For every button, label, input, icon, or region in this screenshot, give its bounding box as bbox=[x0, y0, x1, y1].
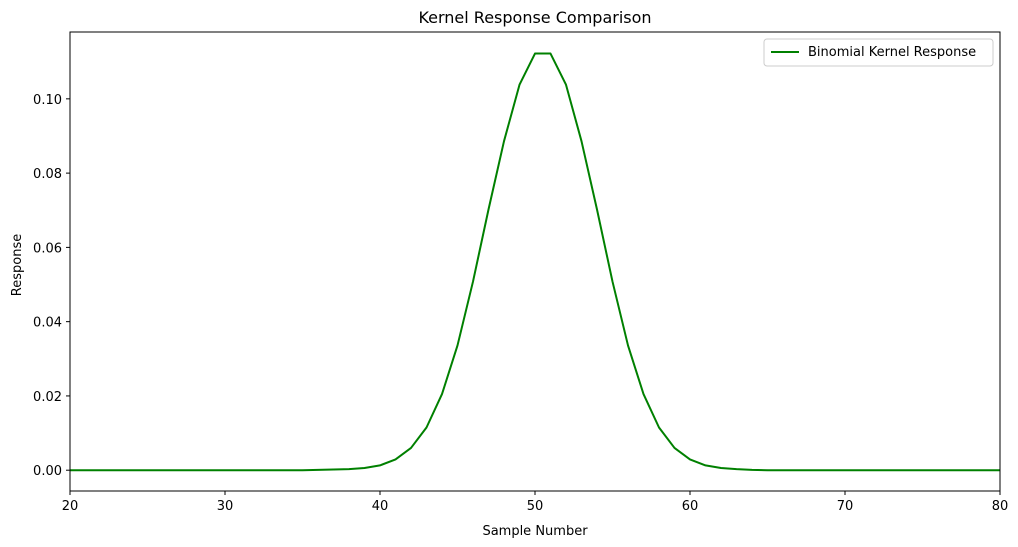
y-tick-label: 0.02 bbox=[33, 390, 62, 405]
x-ticks: 20 30 40 50 60 70 80 bbox=[62, 491, 1009, 514]
legend-label: Binomial Kernel Response bbox=[808, 45, 976, 60]
x-tick-label: 80 bbox=[992, 499, 1009, 514]
x-tick-label: 50 bbox=[527, 499, 544, 514]
series-line-binomial-kernel-response bbox=[70, 52, 1000, 472]
plot-frame bbox=[69, 31, 1001, 492]
y-tick-label: 0.00 bbox=[33, 464, 62, 479]
y-tick-label: 0.08 bbox=[33, 167, 62, 182]
y-ticks: 0.00 0.02 0.04 0.06 0.08 0.10 bbox=[33, 93, 70, 479]
x-tick-label: 30 bbox=[217, 499, 234, 514]
legend-box bbox=[763, 38, 994, 67]
chart-title: Kernel Response Comparison bbox=[418, 8, 651, 27]
x-tick-label: 20 bbox=[62, 499, 79, 514]
legend: Binomial Kernel Response bbox=[763, 38, 994, 67]
y-tick-label: 0.04 bbox=[33, 316, 62, 331]
series-layer bbox=[70, 52, 1000, 472]
y-tick-label: 0.10 bbox=[33, 93, 62, 108]
y-tick-label: 0.06 bbox=[33, 241, 62, 256]
x-tick-label: 60 bbox=[682, 499, 699, 514]
y-axis-label: Response bbox=[10, 234, 25, 296]
x-axis-label: Sample Number bbox=[482, 524, 588, 539]
x-tick-label: 70 bbox=[837, 499, 854, 514]
x-tick-label: 40 bbox=[372, 499, 389, 514]
